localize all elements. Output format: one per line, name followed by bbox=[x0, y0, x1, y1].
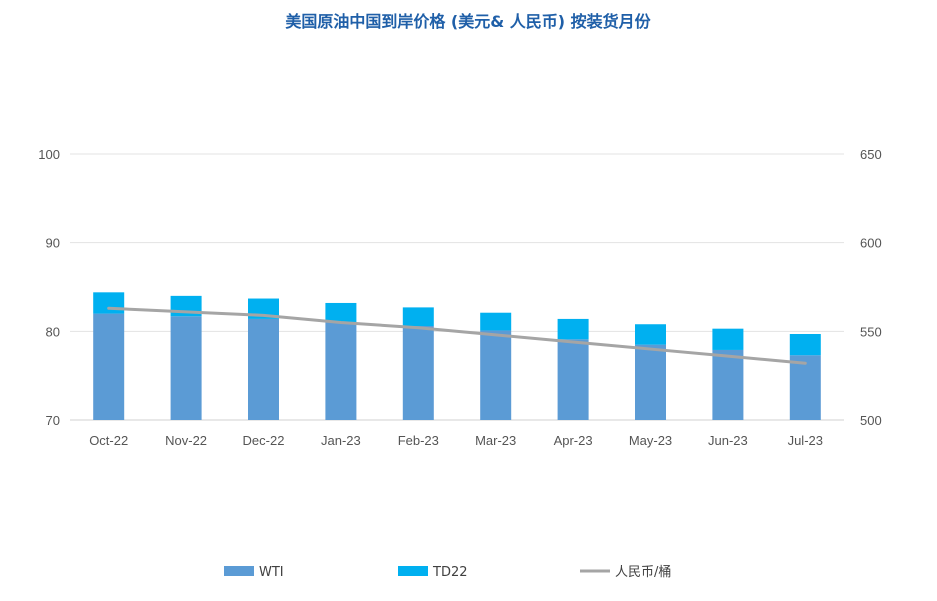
x-tick-label: Apr-23 bbox=[554, 433, 593, 448]
x-tick-label: Jun-23 bbox=[708, 433, 748, 448]
x-axis: Oct-22 Nov-22 Dec-22 Jan-23 Feb-23 Mar-23 Apr-… bbox=[89, 433, 823, 448]
bar-wti bbox=[635, 344, 666, 420]
x-tick-label: Jul-23 bbox=[788, 433, 823, 448]
bar-wti bbox=[480, 330, 512, 420]
legend: WTI TD22 人民币/桶 bbox=[224, 565, 671, 580]
legend-label-wti: WTI bbox=[259, 565, 284, 580]
bar-wti bbox=[170, 316, 202, 420]
right-tick-label: 650 bbox=[860, 147, 882, 162]
bar-wti bbox=[557, 339, 589, 420]
right-axis: 500 550 600 650 bbox=[860, 147, 882, 428]
bar-td22 bbox=[325, 302, 357, 323]
left-axis: 70 80 90 100 bbox=[38, 147, 60, 428]
legend-swatch-td22 bbox=[398, 566, 428, 576]
x-tick-label: Feb-23 bbox=[398, 433, 439, 448]
x-tick-label: May-23 bbox=[629, 433, 672, 448]
bar-td22 bbox=[712, 328, 744, 350]
right-tick-label: 500 bbox=[860, 413, 882, 428]
right-tick-label: 600 bbox=[860, 236, 882, 251]
bar-wti bbox=[93, 313, 125, 420]
line-rmb bbox=[107, 306, 807, 365]
legend-label-rmb: 人民币/桶 bbox=[615, 565, 671, 580]
legend-label-td22: TD22 bbox=[432, 565, 468, 580]
bar-wti bbox=[325, 322, 357, 420]
x-tick-label: Mar-23 bbox=[475, 433, 516, 448]
bar-td22 bbox=[402, 307, 434, 327]
bar-td22 bbox=[480, 312, 512, 331]
left-tick-label: 70 bbox=[46, 413, 60, 428]
bar-wti bbox=[712, 349, 744, 420]
left-tick-label: 90 bbox=[46, 236, 60, 251]
x-tick-label: Nov-22 bbox=[165, 433, 207, 448]
bar-wti bbox=[789, 355, 821, 420]
left-tick-label: 80 bbox=[46, 324, 60, 339]
bar-td22 bbox=[93, 292, 125, 314]
x-tick-label: Oct-22 bbox=[89, 433, 128, 448]
legend-swatch-wti bbox=[224, 566, 254, 576]
bar-wti bbox=[402, 326, 434, 420]
bars bbox=[93, 292, 821, 420]
x-tick-label: Jan-23 bbox=[321, 433, 361, 448]
left-tick-label: 100 bbox=[38, 147, 60, 162]
bar-td22 bbox=[635, 324, 666, 345]
chart-title: 美国原油中国到岸价格 (美元& 人民币) 按装货月份 bbox=[285, 12, 651, 31]
x-tick-label: Dec-22 bbox=[243, 433, 285, 448]
bar-td22 bbox=[789, 333, 821, 356]
line-series bbox=[107, 306, 807, 365]
right-tick-label: 550 bbox=[860, 324, 882, 339]
bar-td22 bbox=[557, 318, 589, 340]
bar-wti bbox=[248, 318, 279, 420]
